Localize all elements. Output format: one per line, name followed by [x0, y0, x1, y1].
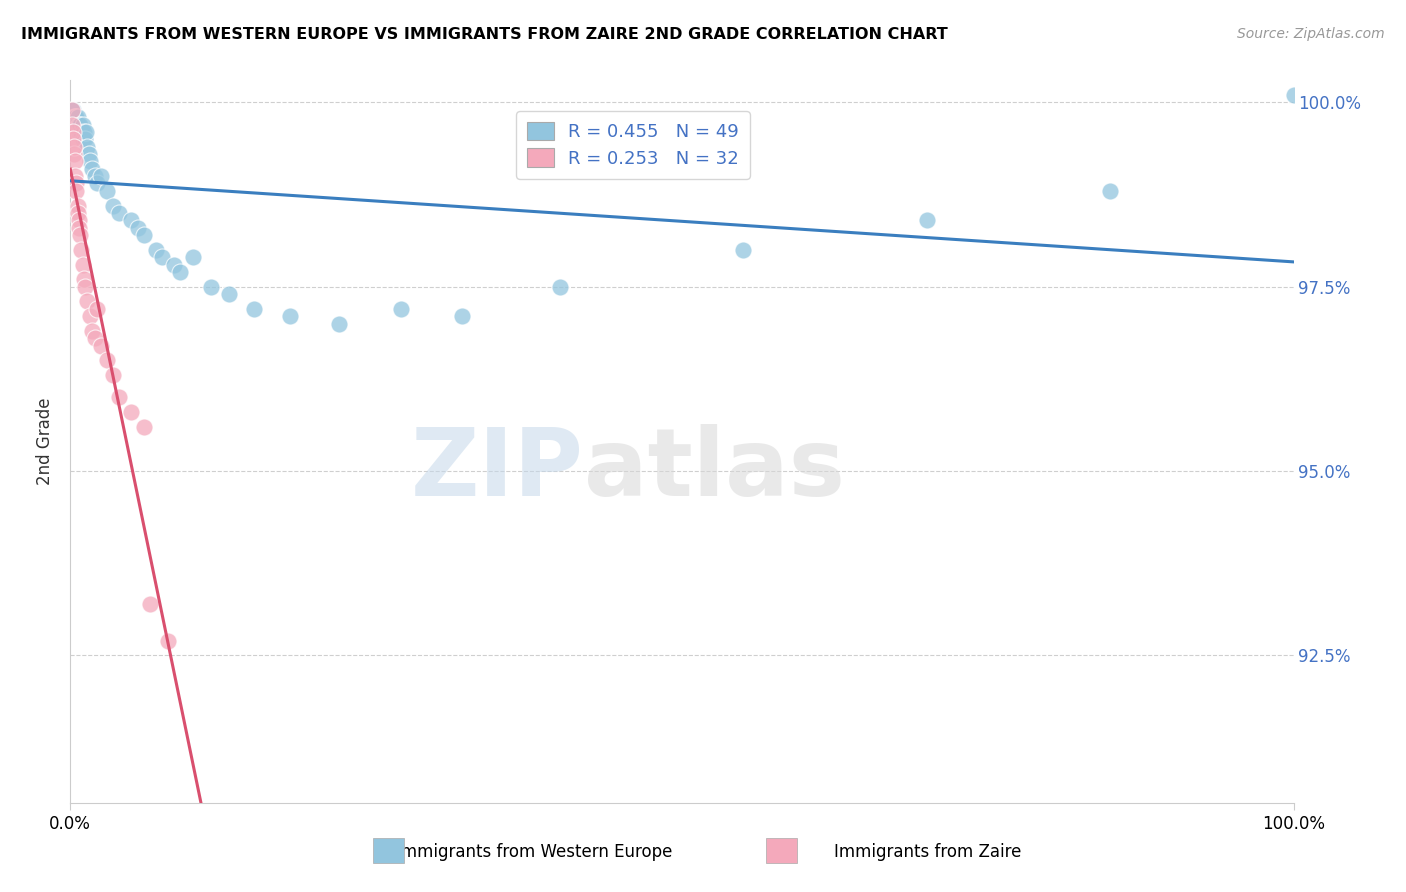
Point	[62, 132, 84, 146]
Text: atlas: atlas	[583, 425, 845, 516]
Point	[90, 169, 112, 183]
Point	[76, 294, 98, 309]
Point	[108, 206, 131, 220]
Point	[157, 633, 180, 648]
Point	[90, 339, 112, 353]
Point	[86, 301, 108, 316]
Point	[389, 301, 412, 316]
Point	[108, 390, 131, 404]
Point	[65, 110, 87, 124]
Point	[328, 317, 350, 331]
Point	[69, 118, 91, 132]
Point	[733, 243, 755, 257]
Point	[82, 324, 104, 338]
Point	[66, 118, 89, 132]
Point	[76, 139, 98, 153]
Point	[83, 169, 105, 183]
Point	[1282, 88, 1305, 103]
Point	[63, 169, 86, 183]
Point	[77, 147, 100, 161]
Point	[66, 199, 89, 213]
Point	[181, 250, 204, 264]
Point	[70, 243, 93, 257]
Point	[67, 213, 90, 227]
Point	[66, 110, 89, 124]
Point	[69, 125, 91, 139]
Y-axis label: 2nd Grade: 2nd Grade	[37, 398, 55, 485]
Point	[548, 279, 571, 293]
Point	[79, 309, 101, 323]
Point	[79, 154, 101, 169]
Point	[139, 597, 162, 611]
Point	[150, 250, 173, 264]
Point	[132, 228, 155, 243]
Point	[163, 258, 186, 272]
Point	[70, 125, 93, 139]
Point	[121, 405, 143, 419]
Point	[86, 177, 108, 191]
Point	[169, 265, 191, 279]
Point	[1099, 184, 1122, 198]
Point	[75, 125, 97, 139]
Point	[101, 368, 124, 383]
Point	[83, 331, 105, 345]
Text: IMMIGRANTS FROM WESTERN EUROPE VS IMMIGRANTS FROM ZAIRE 2ND GRADE CORRELATION CH: IMMIGRANTS FROM WESTERN EUROPE VS IMMIGR…	[21, 27, 948, 42]
Point	[60, 118, 83, 132]
Point	[450, 309, 472, 323]
Legend: R = 0.455   N = 49, R = 0.253   N = 32: R = 0.455 N = 49, R = 0.253 N = 32	[516, 111, 749, 178]
Point	[63, 139, 86, 153]
Point	[62, 103, 84, 117]
Point	[73, 272, 96, 286]
Point	[96, 184, 118, 198]
Point	[65, 184, 87, 198]
Point	[67, 125, 90, 139]
Point	[67, 118, 90, 132]
Point	[82, 161, 104, 176]
Point	[65, 118, 87, 132]
Point	[243, 301, 266, 316]
Text: Immigrants from Western Europe: Immigrants from Western Europe	[396, 843, 672, 861]
Point	[67, 220, 90, 235]
Point	[60, 103, 83, 117]
Point	[60, 103, 83, 117]
Point	[121, 213, 143, 227]
Point	[280, 309, 302, 323]
Point	[915, 213, 938, 227]
Point	[69, 228, 91, 243]
Point	[72, 258, 94, 272]
Point	[63, 147, 86, 161]
Point	[65, 177, 87, 191]
Point	[145, 243, 167, 257]
Text: Source: ZipAtlas.com: Source: ZipAtlas.com	[1237, 27, 1385, 41]
Point	[73, 132, 96, 146]
Point	[127, 220, 149, 235]
Point	[66, 206, 89, 220]
Point	[73, 125, 96, 139]
Point	[72, 118, 94, 132]
Text: ZIP: ZIP	[411, 425, 583, 516]
Point	[72, 132, 94, 146]
Point	[63, 110, 86, 124]
Point	[62, 125, 84, 139]
Text: Immigrants from Zaire: Immigrants from Zaire	[834, 843, 1022, 861]
Point	[63, 110, 86, 124]
Point	[63, 118, 86, 132]
Point	[73, 279, 96, 293]
Point	[96, 353, 118, 368]
Point	[218, 287, 240, 301]
Point	[63, 154, 86, 169]
Point	[200, 279, 222, 293]
Point	[101, 199, 124, 213]
Point	[132, 419, 155, 434]
